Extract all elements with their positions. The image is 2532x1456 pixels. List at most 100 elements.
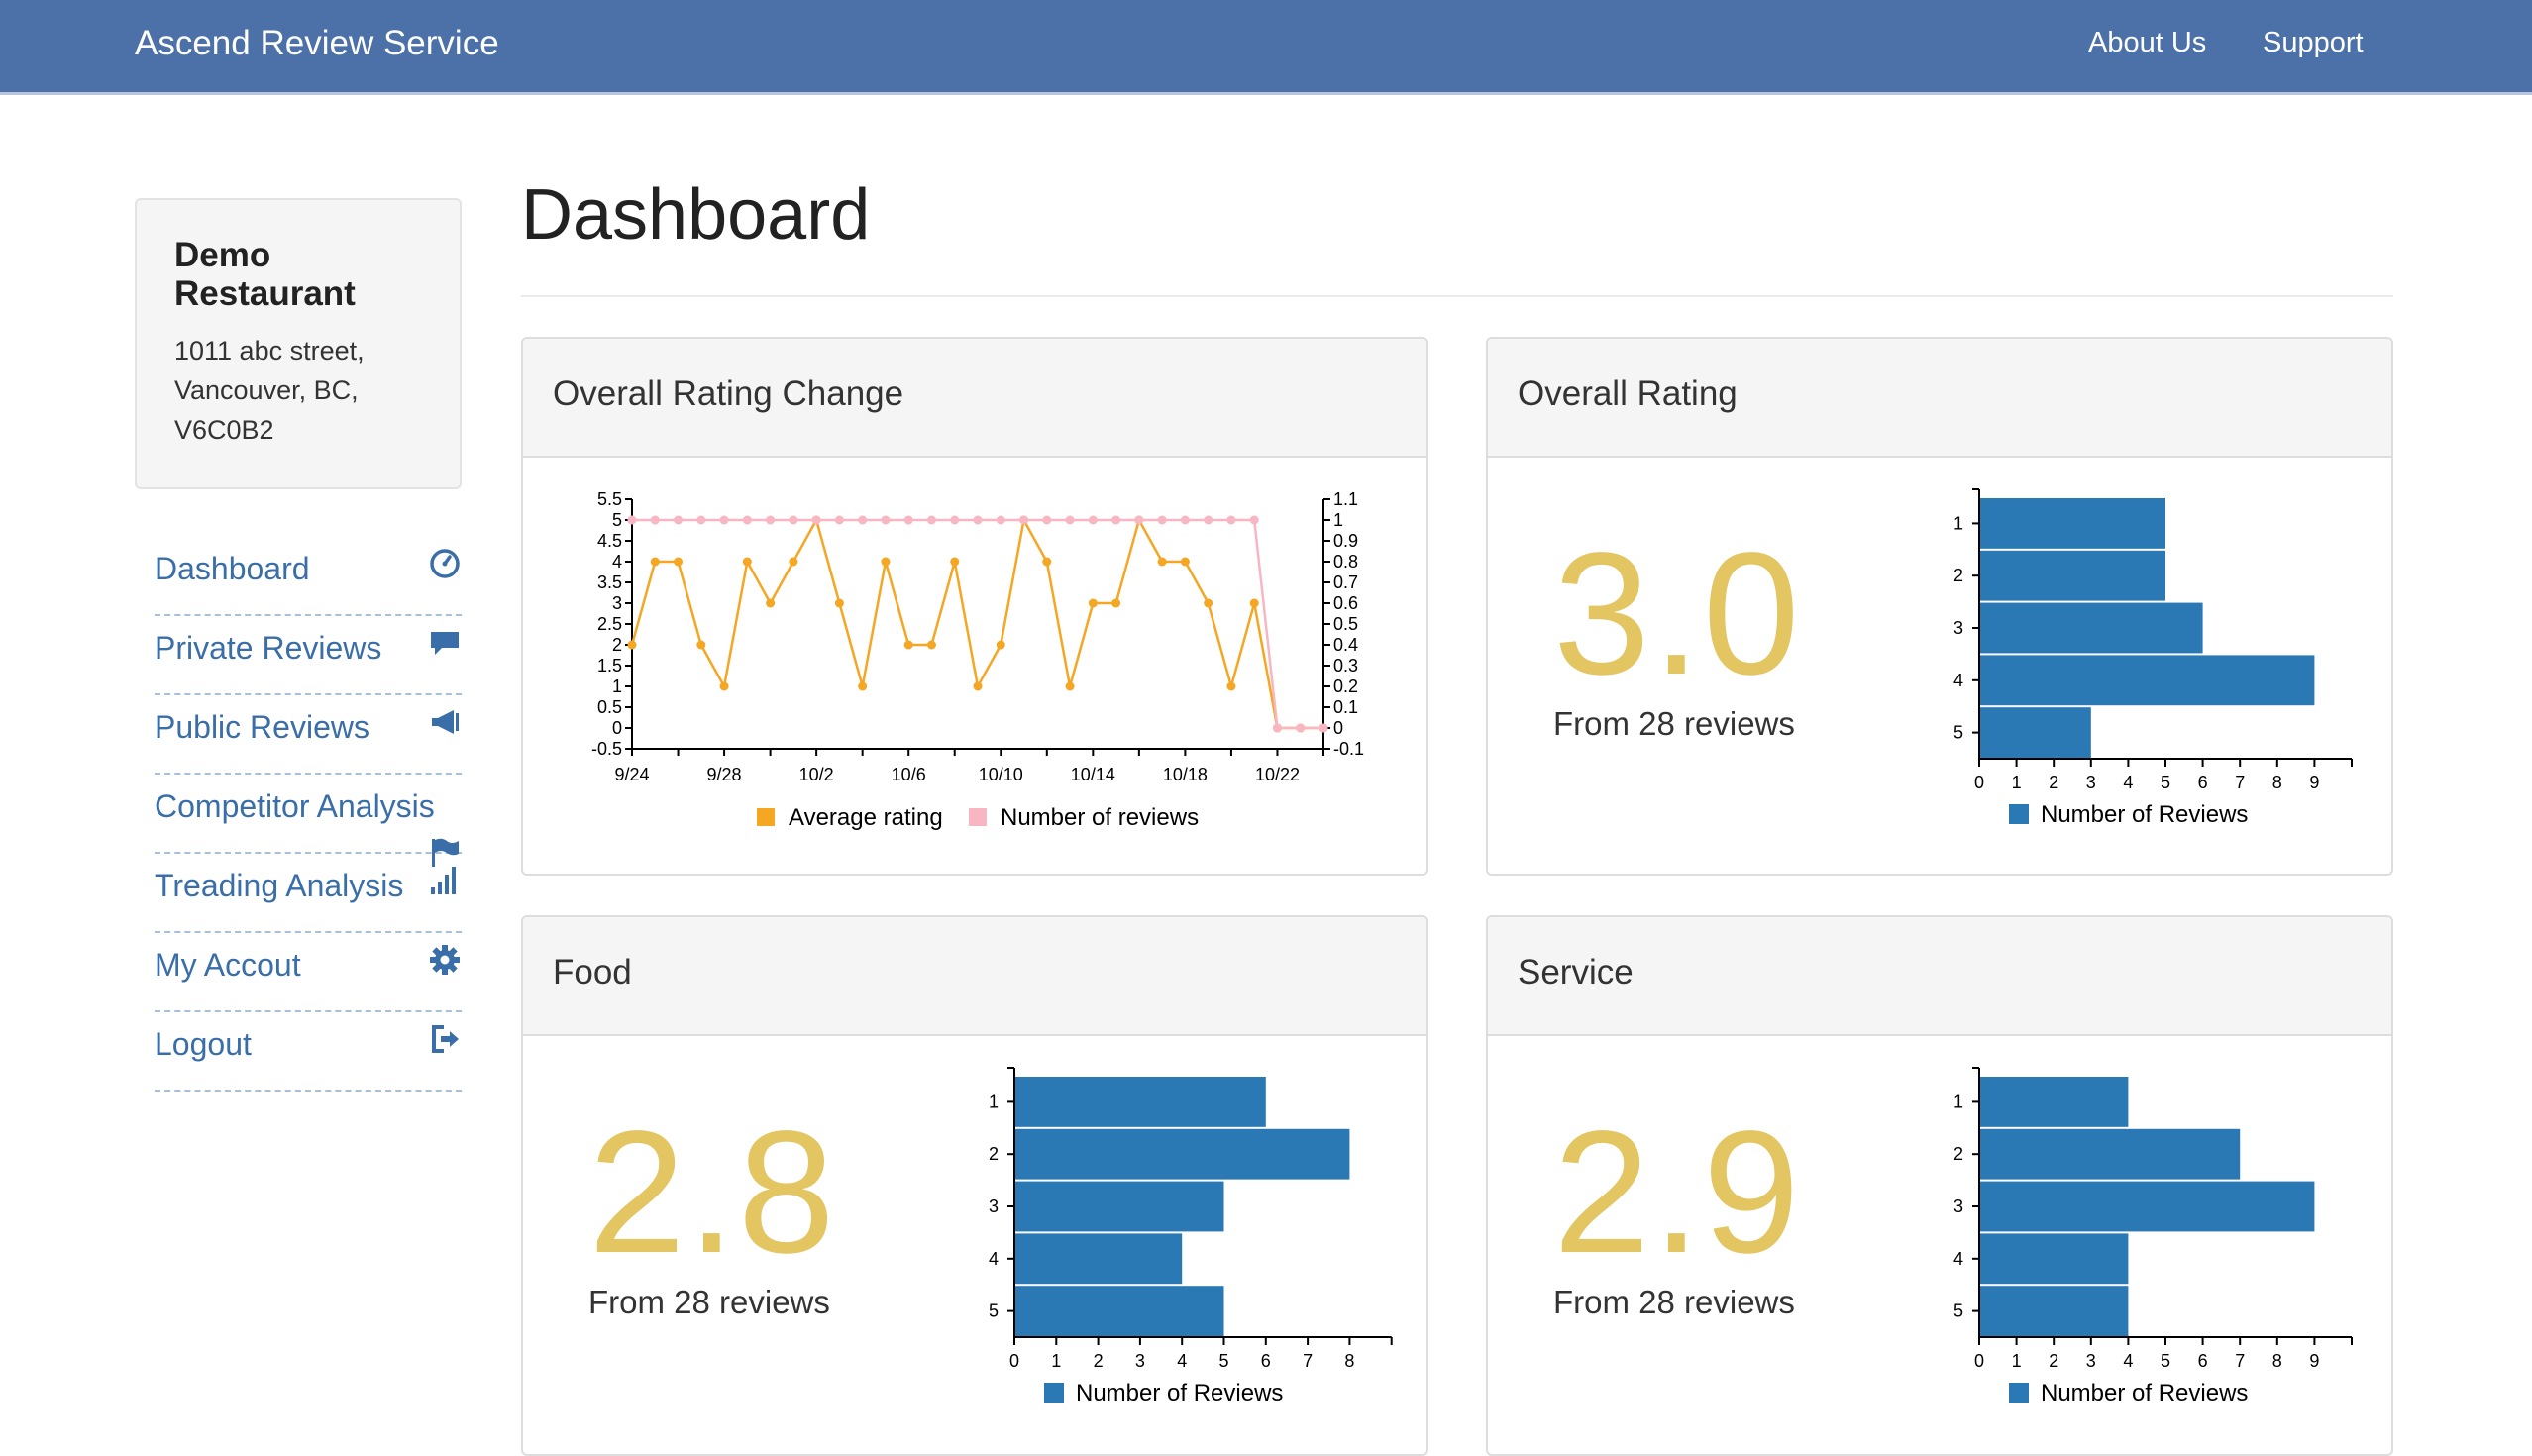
app-brand[interactable]: Ascend Review Service [135, 24, 499, 62]
number-of-reviews-point [858, 515, 868, 525]
sidebar-item-label: Private Reviews [155, 630, 382, 666]
x-tick-label: 10/6 [892, 765, 926, 784]
sidebar-item-logout[interactable]: Logout [155, 1014, 462, 1092]
number-of-reviews-point [1065, 515, 1075, 525]
bar [1980, 1286, 2129, 1336]
sidebar-item-competitor-analysis[interactable]: Competitor Analysis [155, 777, 462, 867]
food-panel: Food 2.8 From 28 reviews 1 2 3 4 5 0 1 2 3 4 5 6 7 8 N… [521, 915, 1428, 1456]
y-left-tick-label: 1 [612, 676, 622, 696]
number-of-reviews-point [1157, 515, 1167, 525]
x-tick-label: 2 [1094, 1351, 1104, 1371]
average-rating-point [789, 557, 798, 567]
legend-swatch [969, 808, 987, 826]
y-left-tick-label: 3 [612, 593, 622, 613]
bar [1980, 1077, 2129, 1127]
panel-title: Overall Rating [1488, 339, 2391, 458]
x-tick-label: 4 [1177, 1351, 1187, 1371]
average-rating-point [1249, 598, 1259, 608]
bar [1980, 550, 2165, 601]
average-rating-point [903, 640, 913, 650]
comment-icon [428, 626, 462, 660]
x-tick-label: 0 [1974, 1351, 1984, 1371]
legend-swatch [757, 808, 775, 826]
number-of-reviews-point [742, 515, 752, 525]
review-count-caption: From 28 reviews [1553, 705, 1795, 742]
average-rating-point [674, 557, 684, 567]
overall-rating-line-chart: -0.500.511.522.533.544.555.5-0.100.10.20… [591, 489, 1364, 831]
nav-about-link[interactable]: About Us [2088, 27, 2207, 58]
average-rating-point [650, 557, 660, 567]
x-tick-label: 3 [2086, 1351, 2096, 1371]
y-right-tick-label: 0.6 [1333, 593, 1358, 613]
x-tick-label: 6 [1261, 1351, 1271, 1371]
sidebar-item-private-reviews[interactable]: Private Reviews [155, 618, 462, 695]
overall-rating-change-panel: Overall Rating Change -0.5 0 0.5 1 1.5 2 2.5 3 3… [521, 337, 1428, 876]
sidebar-item-dashboard[interactable]: Dashboard [155, 539, 462, 616]
y-left-tick-label: 2 [612, 635, 622, 655]
number-of-reviews-point [1134, 515, 1144, 525]
x-tick-label: 4 [2123, 773, 2133, 792]
panel-body: 2.9 From 28 reviews 1 2 3 4 5 0 1 2 3 4 5 6 7 8 9 Numbe… [1488, 1036, 2391, 1454]
y-tick-label: 1 [1953, 1092, 1963, 1111]
overall-rating-bar-chart: 1 2 3 4 5 0 1 2 3 4 5 6 7 8 9 Number of Reviews [1953, 488, 2353, 828]
x-tick-label: 8 [1344, 1351, 1354, 1371]
nav-support-link[interactable]: Support [2263, 27, 2364, 58]
bar [1980, 602, 2203, 654]
x-tick-label: 8 [2272, 773, 2282, 792]
number-of-reviews-point [1088, 515, 1098, 525]
address-line-2: Vancouver, BC, [174, 375, 359, 405]
average-rating-point [1111, 598, 1121, 608]
sidebar-item-treading-analysis[interactable]: Treading Analysis [155, 856, 462, 933]
x-tick-label: 5 [1218, 1351, 1228, 1371]
average-rating-point [696, 640, 706, 650]
panel-title: Food [523, 917, 1426, 1036]
service-score: 2.9 [1553, 1095, 1802, 1290]
x-tick-label: 4 [2123, 1351, 2133, 1371]
sidebar-item-label: My Accout [155, 947, 301, 983]
y-right-tick-label: 1.1 [1333, 489, 1358, 509]
x-tick-label: 9/24 [614, 765, 649, 784]
y-tick-label: 4 [1953, 671, 1963, 690]
average-rating-point [719, 681, 729, 691]
panel-body: 3.0 From 28 reviews 1 2 3 4 5 0 1 2 3 4 5 6 7 8 9 Numbe… [1488, 458, 2391, 874]
y-tick-label: 5 [989, 1301, 999, 1321]
number-of-reviews-point [1204, 515, 1213, 525]
x-tick-label: 8 [2272, 1351, 2282, 1371]
x-tick-label: 10/2 [799, 765, 834, 784]
y-tick-label: 1 [989, 1092, 999, 1111]
y-left-tick-label: 5 [612, 510, 622, 530]
x-tick-label: 0 [1009, 1351, 1019, 1371]
review-count-caption: From 28 reviews [1553, 1284, 1795, 1320]
x-tick-label: 9 [2309, 773, 2319, 792]
y-left-tick-label: 3.5 [597, 572, 622, 592]
number-of-reviews-point [650, 515, 660, 525]
sidebar-item-label: Public Reviews [155, 709, 369, 745]
number-of-reviews-point [1019, 515, 1029, 525]
dashboard-gauge-icon [428, 547, 462, 580]
legend-label: Average rating [789, 804, 943, 831]
y-tick-label: 3 [1953, 618, 1963, 638]
number-of-reviews-point [926, 515, 936, 525]
x-tick-label: 2 [2049, 1351, 2058, 1371]
bar [1015, 1181, 1224, 1232]
average-rating-point [834, 598, 844, 608]
x-tick-label: 10/18 [1163, 765, 1208, 784]
average-rating-point [1065, 681, 1075, 691]
food-rating-bar-chart: 1 2 3 4 5 0 1 2 3 4 5 6 7 8 Number of Reviews [989, 1067, 1393, 1406]
average-rating-point [858, 681, 868, 691]
average-rating-point [950, 557, 960, 567]
sidebar-item-my-account[interactable]: My Accout [155, 935, 462, 1012]
sidebar-item-public-reviews[interactable]: Public Reviews [155, 697, 462, 775]
average-rating-point [926, 640, 936, 650]
x-tick-label: 2 [2049, 773, 2058, 792]
number-of-reviews-point [627, 515, 637, 525]
y-tick-label: 1 [1953, 513, 1963, 533]
overall-rating-panel: Overall Rating 3.0 From 28 reviews 1 2 3 4 5… [1486, 337, 2393, 876]
y-right-tick-label: 0.3 [1333, 656, 1358, 676]
average-rating-point [973, 681, 983, 691]
y-left-tick-label: -0.5 [591, 739, 622, 759]
number-of-reviews-point [903, 515, 913, 525]
average-rating-point [742, 557, 752, 567]
legend-swatch [1044, 1383, 1064, 1403]
number-of-reviews-point [881, 515, 891, 525]
